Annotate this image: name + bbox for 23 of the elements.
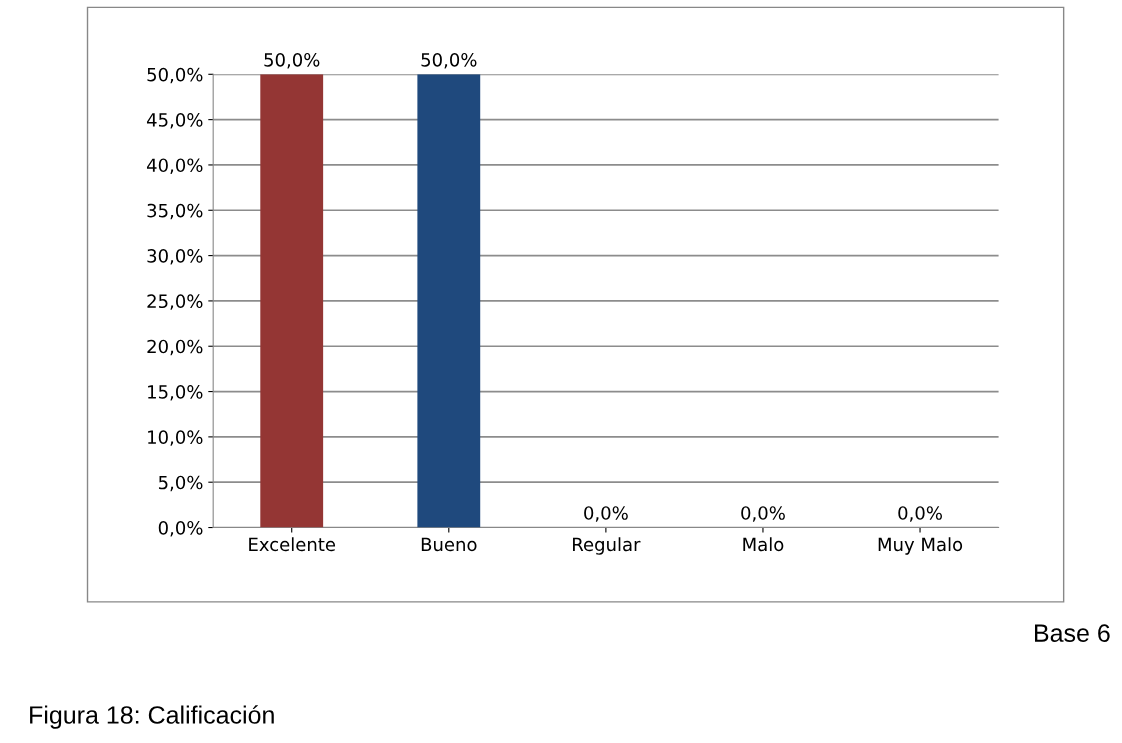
data-label: 50,0% <box>421 52 477 69</box>
x-tick-label: Bueno <box>421 537 477 552</box>
y-tick-label: 5,0% <box>158 475 203 492</box>
y-tick-label: 35,0% <box>147 203 203 220</box>
text: Figura 18: Calificación <box>30 705 274 729</box>
y-tick-label: 0,0% <box>158 520 203 537</box>
text: Base 6 <box>1035 624 1110 642</box>
x-tick-label: Excelente <box>249 537 336 552</box>
data-label: 0,0% <box>741 506 785 522</box>
y-tick-label: 10,0% <box>148 430 203 446</box>
y-tick-label: 30,0% <box>147 249 203 265</box>
x-tick-label: Malo <box>743 537 784 552</box>
y-tick-label: 40,0% <box>146 158 203 174</box>
y-tick-label: 45,0% <box>146 113 203 129</box>
y-tick-label: 25,0% <box>147 294 203 310</box>
y-tick-label: 50,0% <box>147 67 203 84</box>
data-label: 50,0% <box>264 52 320 69</box>
x-tick-label: Muy Malo <box>878 537 963 555</box>
y-tick-label: 20,0% <box>147 339 203 356</box>
data-label: 0,0% <box>584 506 628 522</box>
y-tick-label: 15,0% <box>148 385 203 401</box>
x-tick-label: Regular <box>573 537 641 555</box>
data-label: 0,0% <box>898 506 942 522</box>
